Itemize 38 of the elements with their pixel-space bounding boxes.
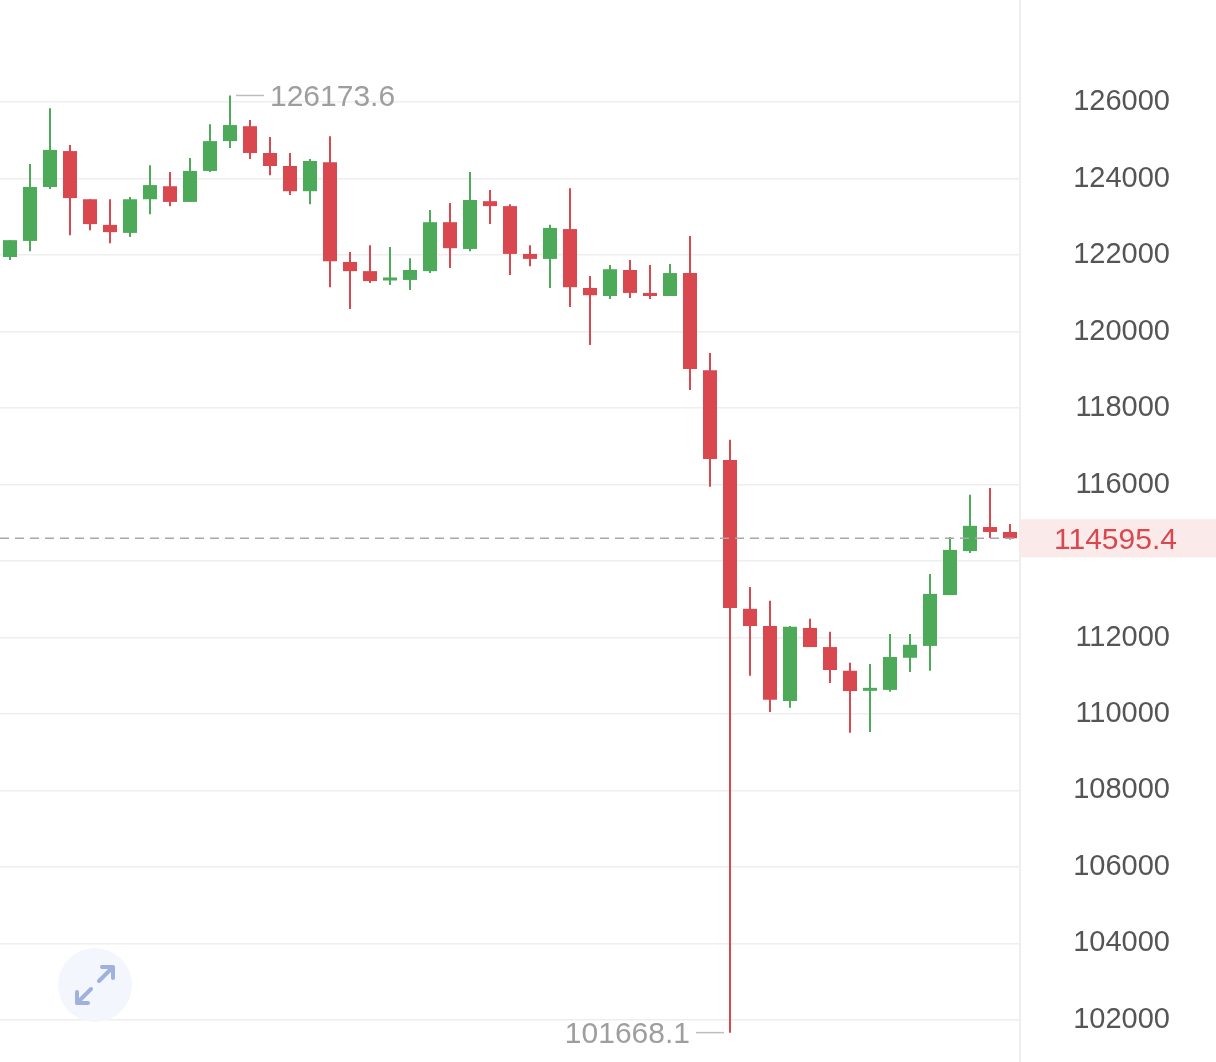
candlestick [483, 189, 497, 226]
candlestick [843, 661, 857, 734]
candlestick [523, 244, 537, 268]
y-tick-label: 124000 [1073, 160, 1170, 193]
candlestick [363, 244, 377, 284]
y-tick-label: 122000 [1073, 237, 1170, 270]
candlestick [383, 246, 397, 286]
candlestick [643, 264, 657, 301]
candlestick [743, 586, 757, 677]
y-tick-label: 120000 [1073, 313, 1170, 346]
candlestick [343, 251, 357, 310]
candlestick [143, 164, 157, 216]
candlestick [103, 198, 117, 245]
candlestick [263, 135, 277, 177]
y-tick-label: 106000 [1073, 848, 1170, 881]
y-tick-label: 126000 [1073, 84, 1170, 117]
y-tick-label: 104000 [1073, 925, 1170, 958]
candlestick [983, 486, 997, 540]
ref-line-label: 114595.4 [1054, 521, 1177, 555]
candlestick [223, 94, 237, 149]
y-tick-label: 102000 [1073, 1001, 1170, 1034]
candlestick [863, 662, 877, 733]
candlestick [663, 262, 677, 297]
candlestick [163, 171, 177, 208]
candlestick [403, 257, 417, 291]
annotation: 101668.1 [564, 1015, 690, 1049]
candlestick [583, 275, 597, 346]
y-tick-label: 116000 [1075, 466, 1170, 499]
y-tick-label: 112000 [1075, 619, 1170, 652]
candlestick [803, 617, 817, 649]
y-tick-label: 108000 [1073, 772, 1170, 805]
annotation: 126173.6 [270, 78, 396, 112]
candlestick [823, 630, 837, 685]
candlestick [3, 239, 17, 262]
candlestick [623, 259, 637, 299]
y-tick-label: 118000 [1075, 390, 1170, 423]
y-tick-label: 110000 [1075, 695, 1170, 728]
candlestick [903, 633, 917, 673]
